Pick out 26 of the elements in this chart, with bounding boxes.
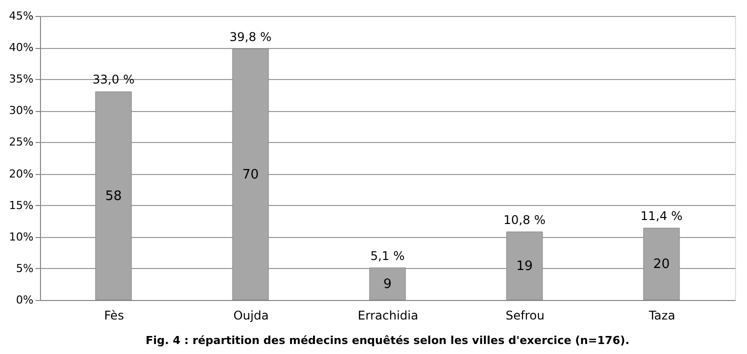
- y-tick-label: 0%: [16, 294, 34, 306]
- data-label: 5,1 %: [370, 248, 405, 263]
- data-label: 10,8 %: [504, 212, 546, 227]
- y-tick-label: 20%: [9, 167, 34, 180]
- y-tick-label: 30%: [9, 104, 34, 118]
- y-tick-label: 5%: [16, 262, 34, 275]
- annotation: 9: [383, 276, 392, 292]
- annotation: 58: [105, 188, 122, 204]
- annotation: 20: [653, 257, 670, 272]
- x-tick-label: Taza: [648, 308, 676, 322]
- x-tick-label: Errachidia: [358, 308, 418, 322]
- text: Fig. 4 : répartition des médecins enquêtés selon les villes d'exercice (n=176).: [146, 334, 630, 347]
- data-label: 33,0 %: [92, 72, 134, 87]
- data-label: 11,4 %: [640, 209, 682, 224]
- y-tick-label: 25%: [9, 136, 34, 149]
- y-tick-label: 45%: [9, 10, 34, 22]
- y-tick-label: 10%: [9, 230, 34, 244]
- x-tick-label: Oujda: [233, 308, 269, 322]
- annotation: 70: [242, 167, 259, 182]
- y-tick-label: 40%: [9, 41, 34, 54]
- x-tick-label: Sefrou: [506, 308, 544, 322]
- x-tick-label: Fès: [104, 308, 124, 322]
- annotation: 19: [516, 258, 533, 274]
- data-label: 39,8 %: [230, 30, 272, 44]
- y-tick-label: 35%: [9, 72, 34, 86]
- y-tick-label: 15%: [9, 198, 34, 212]
